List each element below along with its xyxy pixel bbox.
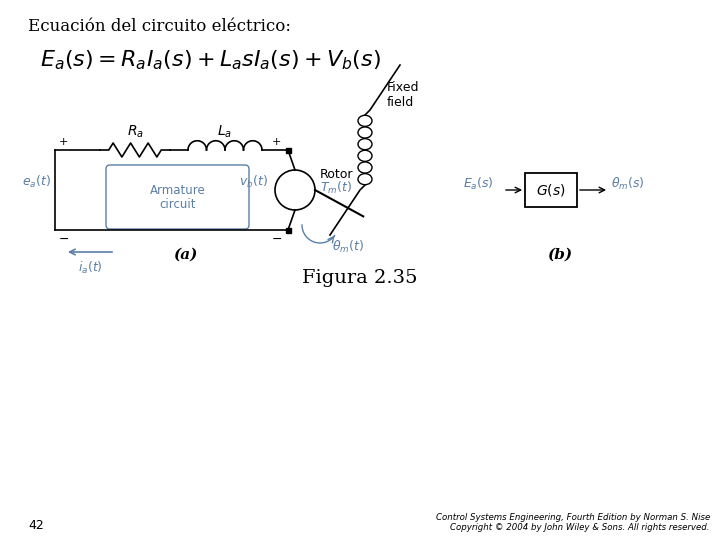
Text: (a): (a) bbox=[173, 248, 197, 262]
Text: $\theta_m(s)$: $\theta_m(s)$ bbox=[611, 176, 644, 192]
Text: $E_a(s)$: $E_a(s)$ bbox=[463, 176, 494, 192]
Text: −: − bbox=[272, 233, 282, 246]
Text: $G(s)$: $G(s)$ bbox=[536, 182, 566, 198]
Text: Figura 2.35: Figura 2.35 bbox=[302, 269, 418, 287]
Text: Rotor: Rotor bbox=[320, 167, 354, 180]
Text: $v_b(t)$: $v_b(t)$ bbox=[239, 174, 268, 190]
Ellipse shape bbox=[358, 139, 372, 150]
Ellipse shape bbox=[358, 116, 372, 126]
Text: $e_a(t)$: $e_a(t)$ bbox=[22, 174, 51, 190]
Text: Fixed
field: Fixed field bbox=[387, 81, 420, 109]
Ellipse shape bbox=[358, 150, 372, 161]
Text: $\theta_m(t)$: $\theta_m(t)$ bbox=[332, 239, 364, 255]
Text: $i_a(t)$: $i_a(t)$ bbox=[78, 260, 102, 276]
Ellipse shape bbox=[358, 174, 372, 185]
Text: $T_m(t)$: $T_m(t)$ bbox=[320, 180, 352, 196]
Text: $L_a$: $L_a$ bbox=[217, 124, 233, 140]
Text: (b): (b) bbox=[547, 248, 572, 262]
Text: circuit: circuit bbox=[159, 198, 196, 211]
Text: 42: 42 bbox=[28, 519, 44, 532]
Text: Ecuación del circuito eléctrico:: Ecuación del circuito eléctrico: bbox=[28, 18, 291, 35]
Ellipse shape bbox=[358, 127, 372, 138]
Text: Armature: Armature bbox=[150, 185, 205, 198]
Bar bbox=[286, 227, 290, 233]
Bar bbox=[286, 147, 290, 152]
Text: +: + bbox=[272, 137, 282, 147]
Ellipse shape bbox=[358, 162, 372, 173]
Text: $E_a(s) = R_a I_a(s) + L_a s I_a(s) + V_b(s)$: $E_a(s) = R_a I_a(s) + L_a s I_a(s) + V_… bbox=[40, 48, 381, 72]
Bar bbox=[525, 173, 577, 207]
Text: −: − bbox=[59, 233, 70, 246]
Text: Control Systems Engineering, Fourth Edition by Norman S. Nise
Copyright © 2004 b: Control Systems Engineering, Fourth Edit… bbox=[436, 512, 710, 532]
Text: $R_a$: $R_a$ bbox=[127, 124, 143, 140]
Text: +: + bbox=[59, 137, 68, 147]
